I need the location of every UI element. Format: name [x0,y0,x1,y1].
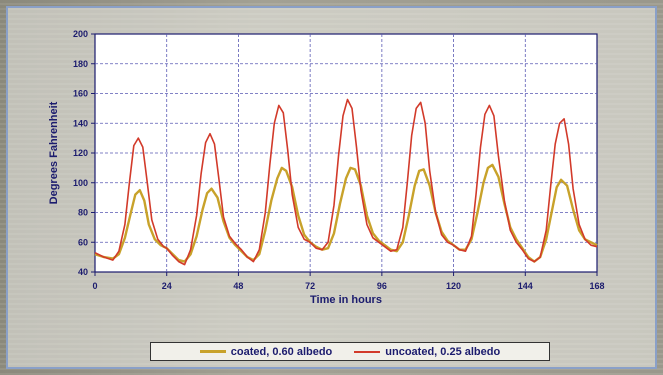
series-line-uncoated [94,98,598,266]
chart-legend: coated, 0.60 albedo uncoated, 0.25 albed… [150,342,550,361]
y-tick-label: 120 [73,148,88,158]
y-tick-label: 160 [73,89,88,99]
x-tick-label: 144 [518,281,533,291]
x-tick-label: 120 [446,281,461,291]
y-tick-label: 80 [78,208,88,218]
y-tick-label: 140 [73,118,88,128]
x-tick-label: 0 [92,281,97,291]
y-tick-label: 100 [73,178,88,188]
legend-label-coated: coated, 0.60 albedo [230,345,333,358]
y-tick-label: 40 [78,267,88,277]
y-tick-label: 200 [73,29,88,39]
legend-item-coated: coated, 0.60 albedo [199,345,333,358]
x-tick-label: 96 [377,281,387,291]
x-axis-label: Time in hours [310,294,382,306]
x-tick-label: 168 [589,281,604,291]
legend-item-uncoated: uncoated, 0.25 albedo [354,346,500,358]
plot-area: 40 60 80 100 120 140 160 180 200 0 24 48 72 96 120 144 1… [73,29,605,291]
x-tick-label: 24 [162,281,172,291]
y-tick-label: 180 [73,59,88,69]
x-tick-label: 72 [305,281,315,291]
legend-swatch-coated [199,350,226,353]
x-tick-label: 48 [233,281,243,291]
legend-label-uncoated: uncoated, 0.25 albedo [385,345,501,358]
series-line-coated [94,163,598,263]
legend-swatch-uncoated [354,350,381,353]
y-axis-label: Degrees Fahrenheit [48,101,60,204]
y-tick-label: 60 [78,237,88,247]
